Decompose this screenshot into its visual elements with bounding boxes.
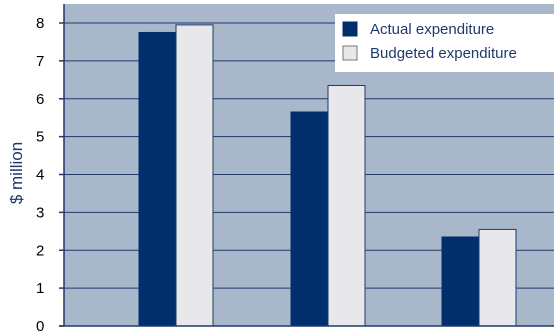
bar-budgeted-1 <box>175 24 214 327</box>
bar-actual-2 <box>290 111 329 327</box>
y-tick-label: 5 <box>36 129 44 146</box>
y-tick-label: 4 <box>36 167 44 184</box>
y-tick-label: 7 <box>36 53 44 70</box>
bar-budgeted-2 <box>327 84 366 327</box>
y-tick-label: 3 <box>36 204 44 221</box>
y-tick-label: 1 <box>36 280 44 297</box>
y-tick-label: 2 <box>36 242 44 259</box>
y-tick-label: 0 <box>36 318 44 335</box>
legend-box <box>335 14 554 72</box>
legend-swatch-actual <box>342 21 358 37</box>
y-axis-ticks: 0 1 2 3 4 5 6 7 8 <box>36 15 64 335</box>
legend-label-budgeted: Budgeted expenditure <box>370 45 517 62</box>
y-axis-title: $ million <box>7 142 26 204</box>
bar-budgeted-3 <box>478 228 517 327</box>
legend: Actual expenditure Budgeted expenditure <box>335 14 554 72</box>
y-tick-label: 8 <box>36 15 44 32</box>
legend-swatch-budgeted <box>342 45 358 61</box>
bars <box>138 24 517 327</box>
y-tick-label: 6 <box>36 91 44 108</box>
bar-actual-3 <box>441 236 480 327</box>
bar-actual-1 <box>138 31 177 327</box>
legend-label-actual: Actual expenditure <box>370 21 494 38</box>
